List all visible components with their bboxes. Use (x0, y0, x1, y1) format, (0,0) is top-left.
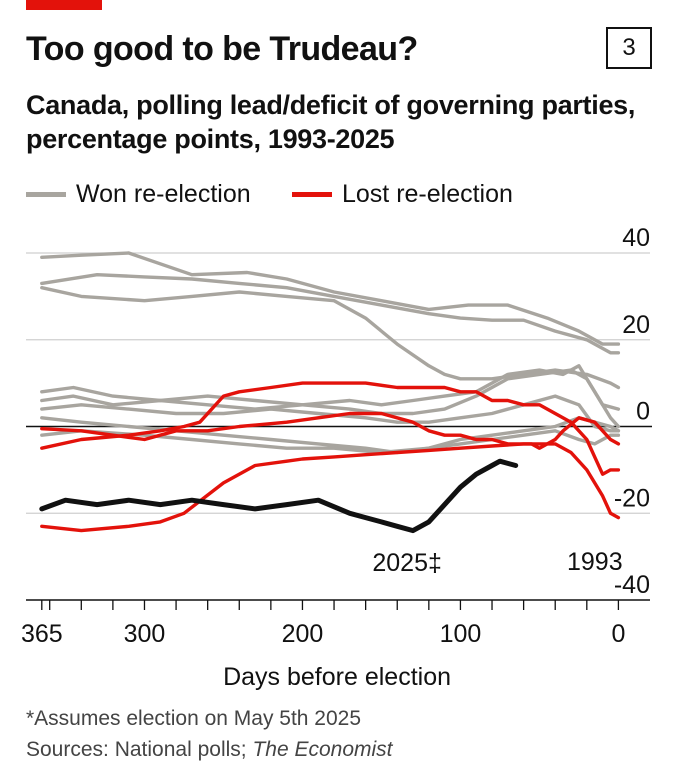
source-prefix: Sources: National polls; (26, 738, 253, 761)
subtitle-line-1: Canada, polling lead/deficit of governin… (26, 90, 636, 120)
footnote: *Assumes election on May 5th 2025 (26, 707, 362, 730)
series-line-lost (40, 381, 621, 476)
series-line-won (40, 429, 621, 455)
legend-swatch-won (26, 192, 66, 197)
y-tick-label: 40 (622, 224, 650, 252)
x-tick-label: 200 (282, 620, 324, 648)
chart-number-badge: 3 (606, 27, 652, 69)
series-line-won (40, 368, 621, 416)
chart-subtitle: Canada, polling lead/deficit of governin… (26, 88, 656, 156)
legend-label-lost: Lost re-election (342, 180, 513, 208)
x-tick-label: 0 (611, 620, 625, 648)
series-line-2025 (39, 458, 519, 534)
x-tick-label: 100 (440, 620, 482, 648)
legend-swatch-lost (292, 192, 332, 197)
series-line-won (40, 251, 621, 346)
source-line: Sources: National polls; The Economist (26, 738, 393, 762)
series-line-lost (40, 411, 621, 450)
chart-title: Too good to be Trudeau? (26, 30, 418, 68)
source-italic: The Economist (252, 738, 393, 761)
series-line-won (40, 364, 621, 429)
x-tick-label: 300 (124, 620, 166, 648)
annotation-1993: 1993 (567, 548, 623, 576)
legend-label-won: Won re-election (76, 180, 251, 208)
y-tick-label: -20 (614, 484, 650, 512)
y-tick-label: 0 (636, 398, 650, 426)
y-tick-label: -40 (614, 571, 650, 599)
series-line-lost (40, 442, 621, 533)
subtitle-line-2: percentage points, 1993-2025 (26, 124, 395, 154)
brand-accent-bar (26, 0, 102, 10)
x-axis-title: Days before election (223, 663, 451, 691)
annotation-2025: 2025‡ (372, 549, 442, 577)
x-tick-label: 365 (21, 620, 63, 648)
series-line-won (40, 273, 621, 355)
y-tick-label: 20 (622, 311, 650, 339)
